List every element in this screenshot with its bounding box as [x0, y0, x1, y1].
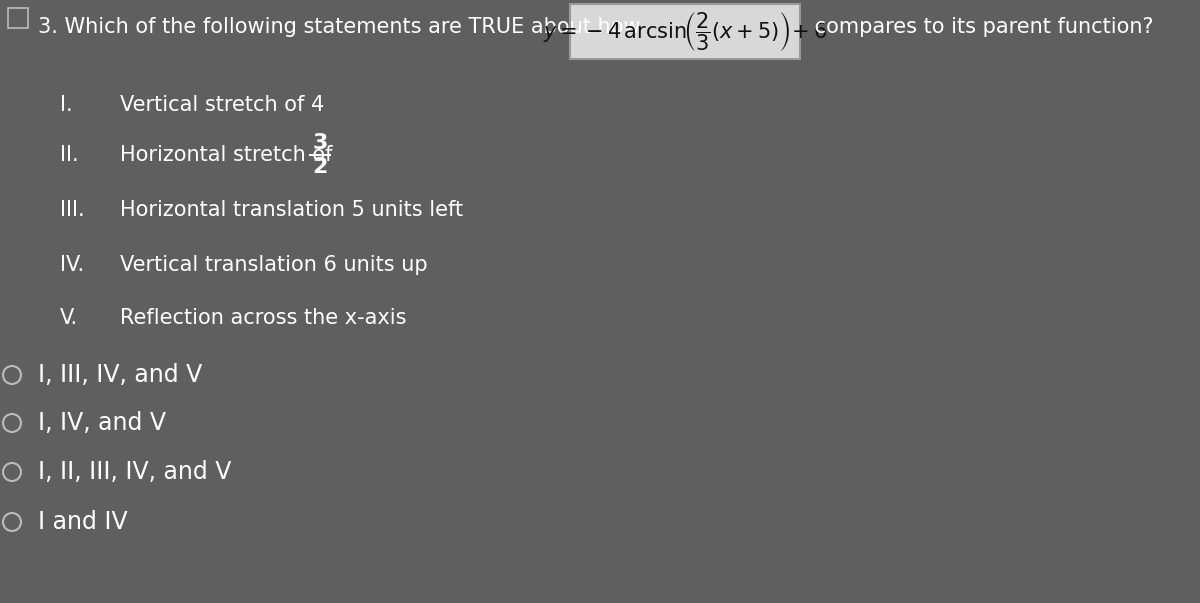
Text: I, II, III, IV, and V: I, II, III, IV, and V — [38, 460, 232, 484]
Text: Reflection across the x-axis: Reflection across the x-axis — [120, 308, 407, 328]
Text: V.: V. — [60, 308, 78, 328]
Text: II.: II. — [60, 145, 79, 165]
Text: Vertical stretch of 4: Vertical stretch of 4 — [120, 95, 324, 115]
Text: I.: I. — [60, 95, 73, 115]
Text: I and IV: I and IV — [38, 510, 127, 534]
Text: Vertical translation 6 units up: Vertical translation 6 units up — [120, 255, 427, 275]
Text: Horizontal translation 5 units left: Horizontal translation 5 units left — [120, 200, 463, 220]
Text: I, IV, and V: I, IV, and V — [38, 411, 166, 435]
Text: 3. Which of the following statements are TRUE about how: 3. Which of the following statements are… — [38, 17, 647, 37]
Text: IV.: IV. — [60, 255, 84, 275]
Text: III.: III. — [60, 200, 85, 220]
Text: 2: 2 — [312, 157, 328, 177]
FancyBboxPatch shape — [570, 4, 800, 59]
Text: $y = -4\,\mathrm{arcsin}\!\left(\dfrac{2}{3}(x+5)\right)\!+6$: $y = -4\,\mathrm{arcsin}\!\left(\dfrac{2… — [542, 10, 827, 53]
Text: 3: 3 — [312, 133, 328, 153]
Text: compares to its parent function?: compares to its parent function? — [808, 17, 1153, 37]
Text: I, III, IV, and V: I, III, IV, and V — [38, 363, 203, 387]
Text: Horizontal stretch of: Horizontal stretch of — [120, 145, 332, 165]
